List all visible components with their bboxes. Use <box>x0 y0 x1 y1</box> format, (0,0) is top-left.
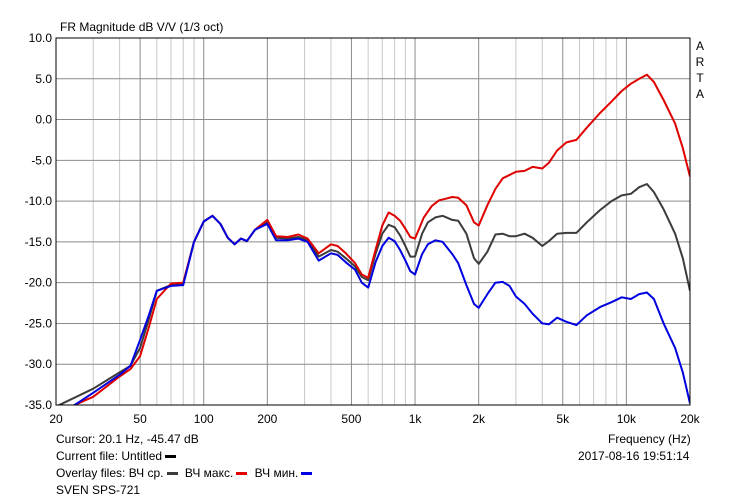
cursor-readout: Cursor: 20.1 Hz, -45.47 dB <box>56 432 199 446</box>
overlay-swatch-min <box>301 472 313 476</box>
series-layer <box>57 73 690 405</box>
side-label-letter: R <box>696 55 705 69</box>
device-name: SVEN SPS-721 <box>56 483 141 497</box>
overlay-item-avg: ВЧ ср. <box>128 466 164 480</box>
y-tick-label: -5.0 <box>31 153 52 167</box>
overlay-swatch-avg <box>166 472 178 476</box>
overlay-files-label: Overlay files: <box>56 466 126 480</box>
x-tick-label: 20 <box>49 412 63 426</box>
x-tick-label: 2k <box>472 412 486 426</box>
x-tick-label: 10k <box>617 412 637 426</box>
x-tick-label: 100 <box>194 412 214 426</box>
frequency-axis-label: Frequency (Hz) <box>608 432 691 446</box>
series-line-max <box>72 73 690 405</box>
y-tick-label: -30.0 <box>25 357 53 371</box>
chart-title: FR Magnitude dB V/V (1/3 oct) <box>60 20 223 34</box>
series-line-min <box>72 214 690 405</box>
current-file-row: Current file: Untitled <box>56 449 180 463</box>
x-tick-label: 50 <box>133 412 147 426</box>
x-tick-label: 20k <box>680 412 700 426</box>
x-tick-label: 500 <box>341 412 361 426</box>
y-tick-label: -10.0 <box>25 194 53 208</box>
current-file-swatch <box>165 455 177 459</box>
x-tick-label: 1k <box>409 412 423 426</box>
overlay-item-max: ВЧ макс. <box>184 466 234 480</box>
y-tick-label: 0.0 <box>35 113 52 127</box>
plot-frame <box>55 37 691 406</box>
y-tick-label: -15.0 <box>25 235 53 249</box>
grid-minor-lines <box>92 38 618 405</box>
y-axis-tick-labels: 10.0 5.0 0.0 -5.0 -10.0 -15.0 -20.0 -25.0 -30.0 -… <box>25 31 53 412</box>
y-tick-label: 5.0 <box>35 72 52 86</box>
side-label-letter: A <box>696 87 704 101</box>
timestamp: 2017-08-16 19:51:14 <box>578 449 690 463</box>
y-tick-label: -25.0 <box>25 316 53 330</box>
y-tick-label: -20.0 <box>25 276 53 290</box>
x-tick-label: 5k <box>556 412 570 426</box>
y-tick-label: -35.0 <box>25 398 53 412</box>
overlay-item-min: ВЧ мин. <box>254 466 299 480</box>
x-axis-tick-labels: 20 50 100 200 500 1k 2k 5k 10k 20k <box>49 412 700 426</box>
y-tick-label: 10.0 <box>29 31 53 45</box>
overlay-files-row: Overlay files: ВЧ ср. ВЧ макс. ВЧ мин. <box>56 466 316 480</box>
x-tick-label: 200 <box>257 412 277 426</box>
current-file-text: Current file: Untitled <box>56 449 163 463</box>
side-label-letter: A <box>696 39 704 53</box>
side-label-letter: T <box>696 71 704 85</box>
grid-major-lines <box>55 37 691 406</box>
overlay-swatch-max <box>236 472 248 476</box>
series-line-avg <box>57 183 690 405</box>
